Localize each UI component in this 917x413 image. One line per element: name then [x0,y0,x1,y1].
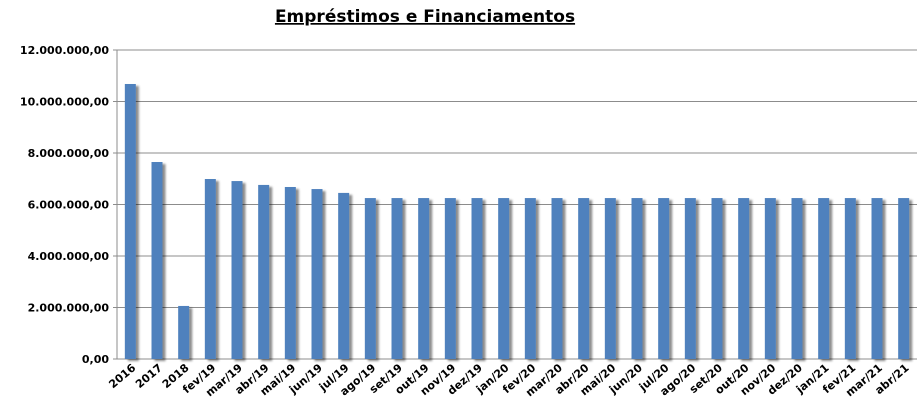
bar [898,198,910,359]
bar [444,198,456,359]
bar [818,198,830,359]
y-tick-label: 2.000.000,00 [28,302,110,315]
y-tick-label: 8.000.000,00 [28,147,110,160]
y-tick-label: 4.000.000,00 [28,250,110,263]
chart-title: Empréstimos e Financiamentos [275,7,575,27]
bar [551,198,563,359]
x-tick-label: 2016 [106,361,138,391]
bar [418,198,430,359]
bar [391,198,403,359]
bar [471,198,483,359]
bar [151,162,163,359]
bar [231,181,243,359]
y-tick-label: 10.000.000,00 [20,96,109,109]
bar [311,189,323,359]
bar [844,198,856,359]
bar [124,83,136,360]
bar [684,198,696,359]
bar [258,184,270,359]
bar [871,198,883,359]
bar [498,198,510,359]
bar [604,198,616,359]
bar [178,305,190,359]
bar [524,198,536,359]
bar [711,198,723,359]
bar [204,179,216,359]
bar [791,198,803,359]
y-tick-label: 12.000.000,00 [20,44,109,57]
bar [658,198,670,359]
y-tick-label: 6.000.000,00 [28,199,110,212]
bar [631,198,643,359]
bar [738,198,750,359]
bar [338,192,350,359]
x-tick-label: 2017 [133,361,165,391]
bar [284,186,296,359]
bar [364,198,376,359]
y-tick-label: 0,00 [82,353,109,366]
bar [578,198,590,359]
bar [764,198,776,359]
